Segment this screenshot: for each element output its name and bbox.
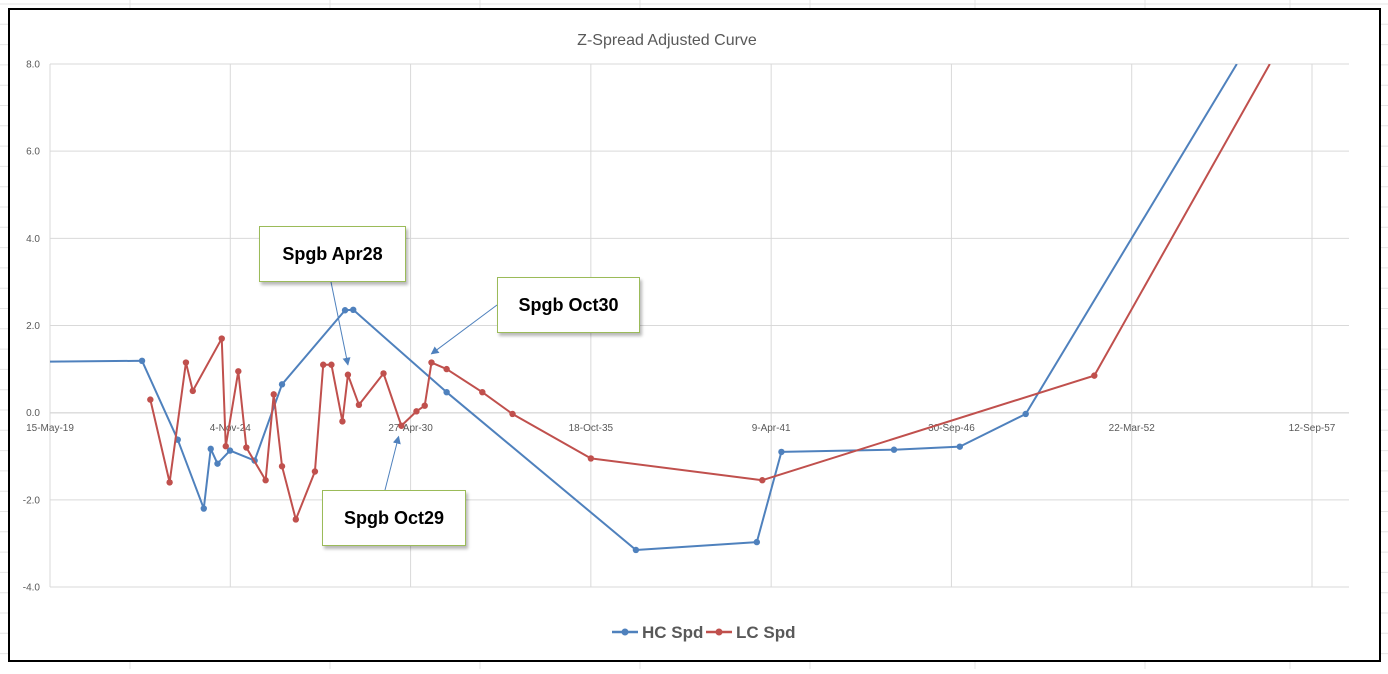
data-point	[218, 335, 225, 342]
annotation-spgb-oct30: Spgb Oct30	[497, 277, 640, 333]
legend: HC Spd LC Spd	[612, 623, 796, 642]
y-tick-label: 2.0	[26, 321, 40, 332]
data-point	[189, 387, 196, 395]
data-point	[292, 516, 300, 523]
x-tick-label: 12-Sep-57	[1289, 423, 1336, 434]
annotation-arrow	[330, 281, 351, 366]
chart-title: Z-Spread Adjusted Curve	[577, 32, 757, 49]
data-point	[380, 370, 387, 377]
series-line	[149, 64, 1271, 521]
data-point	[413, 408, 420, 415]
series-lc-spd	[147, 64, 1271, 523]
chart-area	[8, 8, 1381, 662]
x-tick-label: 27-Apr-30	[388, 423, 433, 434]
data-point	[278, 381, 286, 388]
annotation-spgb-apr28: Spgb Apr28	[259, 226, 406, 282]
legend-lc-label: LC Spd	[736, 623, 796, 642]
data-point	[262, 477, 269, 484]
data-point	[138, 357, 146, 365]
data-point	[890, 446, 898, 453]
data-point	[753, 538, 761, 546]
y-tick-label: 4.0	[26, 234, 40, 245]
data-point	[355, 401, 363, 409]
legend-lc-marker	[715, 628, 723, 636]
data-point	[1022, 410, 1029, 418]
data-point	[443, 365, 450, 373]
data-point	[350, 306, 357, 314]
data-point	[270, 391, 277, 398]
x-tick-label: 30-Sep-46	[928, 423, 975, 434]
annotation-spgb-oct29: Spgb Oct29	[322, 490, 466, 546]
x-tick-label: 9-Apr-41	[752, 423, 791, 434]
data-point	[311, 468, 319, 475]
data-point	[166, 479, 173, 486]
data-point	[759, 477, 766, 484]
y-tick-label: 8.0	[26, 60, 40, 71]
data-point	[587, 455, 595, 462]
data-point	[421, 402, 428, 409]
data-point	[235, 368, 242, 375]
x-tick-label: 22-Mar-52	[1109, 423, 1156, 434]
x-tick-label: 4-Nov-24	[210, 423, 252, 434]
data-point	[222, 443, 229, 450]
data-point	[214, 460, 221, 467]
data-point	[182, 359, 190, 366]
data-point	[398, 422, 405, 429]
annotation-arrow	[384, 435, 401, 491]
data-point	[509, 410, 516, 418]
series-layer	[50, 64, 1271, 554]
data-point	[207, 445, 214, 453]
data-point	[778, 448, 785, 456]
data-point	[320, 361, 327, 368]
data-point	[341, 307, 349, 314]
data-point	[200, 505, 207, 512]
y-tick-label: -2.0	[23, 495, 41, 506]
x-axis-tick-labels: 15-May-19 4-Nov-24 27-Apr-30 18-Oct-35 9-Apr…	[26, 423, 1336, 434]
data-point	[344, 371, 352, 378]
x-tick-label: 15-May-19	[26, 423, 74, 434]
series-hc-spd	[50, 64, 1238, 554]
data-point	[479, 388, 486, 396]
data-point	[1091, 372, 1098, 379]
data-point	[632, 546, 640, 554]
data-point	[278, 463, 286, 470]
data-point	[339, 418, 346, 425]
y-tick-label: -4.0	[23, 583, 41, 594]
y-axis-tick-labels: -4.0 -2.0 0.0 2.0 4.0 6.0 8.0	[23, 60, 41, 594]
annotation-arrows	[330, 281, 498, 491]
data-point	[428, 359, 435, 366]
y-tick-label: 6.0	[26, 147, 40, 158]
legend-hc-label: HC Spd	[642, 623, 703, 642]
data-point	[147, 396, 154, 403]
x-tick-label: 18-Oct-35	[569, 423, 614, 434]
data-point	[243, 444, 250, 451]
data-point	[443, 388, 450, 396]
legend-hc-marker	[621, 628, 629, 636]
data-point	[328, 361, 335, 368]
annotation-arrow	[430, 304, 498, 355]
data-point	[226, 447, 234, 454]
data-point	[956, 443, 964, 450]
y-tick-label: 0.0	[26, 408, 40, 419]
